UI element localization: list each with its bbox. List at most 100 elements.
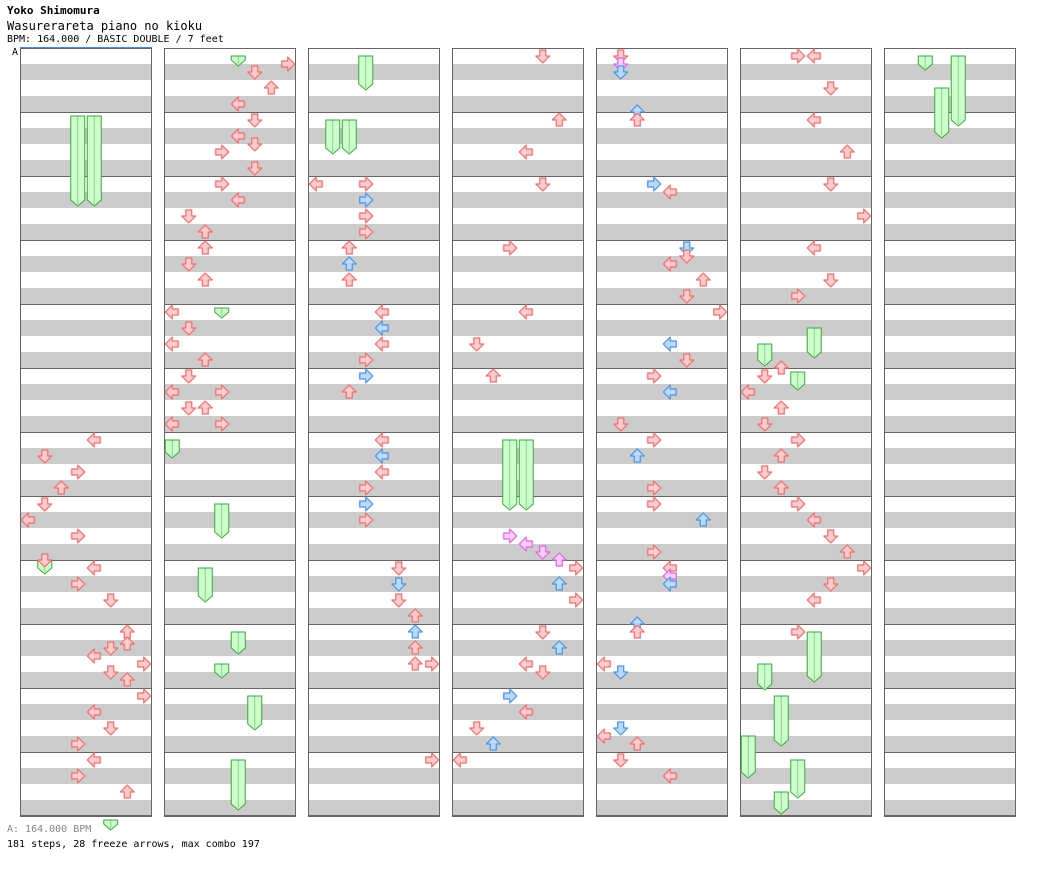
- step-arrow: [164, 416, 179, 432]
- step-arrow: [181, 257, 197, 272]
- step-arrow: [164, 304, 179, 320]
- step-arrow: [197, 352, 213, 367]
- step-arrow: [86, 560, 101, 576]
- step-arrow: [485, 368, 501, 383]
- step-arrow: [37, 553, 53, 568]
- step-arrow: [407, 656, 423, 671]
- step-arrow: [551, 640, 567, 655]
- bpm-marker-label: A: [12, 47, 19, 58]
- step-arrow: [679, 289, 695, 304]
- chart-column: [164, 48, 296, 817]
- step-arrow: [647, 176, 662, 192]
- step-arrow: [374, 336, 389, 352]
- step-arrow: [647, 496, 662, 512]
- step-arrow: [425, 752, 440, 768]
- freeze-arrow: [950, 55, 966, 127]
- chart-column: [452, 48, 584, 817]
- step-arrow: [103, 641, 119, 656]
- step-arrow: [662, 576, 677, 592]
- freeze-arrow: [86, 115, 102, 207]
- chart-column: [20, 48, 152, 817]
- freeze-arrow: [934, 87, 950, 139]
- step-arrow: [791, 432, 806, 448]
- step-arrow: [230, 192, 245, 208]
- step-arrow: [341, 384, 357, 399]
- step-arrow: [391, 577, 407, 592]
- step-arrow: [230, 96, 245, 112]
- step-arrow: [647, 368, 662, 384]
- step-arrow: [119, 636, 135, 651]
- step-arrow: [613, 417, 629, 432]
- freeze-arrow: [214, 307, 230, 319]
- step-arrow: [551, 552, 567, 567]
- bpm-marker-line: [20, 47, 152, 48]
- step-arrow: [662, 384, 677, 400]
- step-arrow: [359, 352, 374, 368]
- step-arrow: [164, 336, 179, 352]
- step-arrow: [662, 184, 677, 200]
- artist-name: Yoko Shimomura: [7, 4, 100, 17]
- step-arrow: [679, 249, 695, 264]
- step-arrow: [757, 417, 773, 432]
- step-arrow: [773, 480, 789, 495]
- step-arrow: [569, 592, 584, 608]
- step-arrow: [518, 304, 533, 320]
- step-arrow: [773, 360, 789, 375]
- step-arrow: [247, 113, 263, 128]
- step-arrow: [469, 721, 485, 736]
- step-arrow: [181, 369, 197, 384]
- chart-column: [308, 48, 440, 817]
- step-arrow: [86, 648, 101, 664]
- step-arrow: [647, 544, 662, 560]
- step-arrow: [71, 768, 86, 784]
- freeze-arrow: [247, 695, 263, 731]
- step-arrow: [679, 241, 695, 256]
- step-arrow: [823, 529, 839, 544]
- step-arrow: [359, 176, 374, 192]
- step-arrow: [535, 177, 551, 192]
- step-arrow: [181, 321, 197, 336]
- step-arrow: [613, 665, 629, 680]
- step-arrow: [215, 384, 230, 400]
- step-arrow: [791, 496, 806, 512]
- step-arrow: [197, 240, 213, 255]
- step-arrow: [359, 480, 374, 496]
- step-arrow: [181, 401, 197, 416]
- step-arrow: [535, 665, 551, 680]
- freeze-arrow: [164, 439, 180, 459]
- freeze-arrow: [214, 663, 230, 679]
- step-arrow: [374, 448, 389, 464]
- step-arrow: [374, 320, 389, 336]
- step-arrow: [407, 624, 423, 639]
- step-arrow: [503, 688, 518, 704]
- step-arrow: [662, 336, 677, 352]
- step-arrow: [341, 240, 357, 255]
- step-arrow: [341, 256, 357, 271]
- step-arrow: [247, 137, 263, 152]
- chart-column: [740, 48, 872, 817]
- step-arrow: [613, 57, 629, 72]
- step-arrow: [71, 736, 86, 752]
- step-arrow: [119, 672, 135, 687]
- step-arrow: [37, 449, 53, 464]
- step-arrow: [823, 577, 839, 592]
- freeze-arrow: [740, 735, 756, 779]
- step-arrow: [374, 464, 389, 480]
- step-arrow: [407, 640, 423, 655]
- step-arrow: [551, 112, 567, 127]
- step-arrow: [197, 272, 213, 287]
- step-arrow: [695, 272, 711, 287]
- step-arrow: [757, 369, 773, 384]
- freeze-arrow: [103, 819, 119, 831]
- freeze-arrow: [518, 439, 534, 511]
- step-arrow: [662, 256, 677, 272]
- step-arrow: [247, 65, 263, 80]
- step-arrow: [281, 56, 296, 72]
- song-title: Wasurerareta piano no kioku: [7, 19, 203, 33]
- step-arrow: [613, 721, 629, 736]
- step-arrow: [469, 337, 485, 352]
- freeze-arrow: [502, 439, 518, 511]
- freeze-arrow: [230, 759, 246, 811]
- step-arrow: [662, 768, 677, 784]
